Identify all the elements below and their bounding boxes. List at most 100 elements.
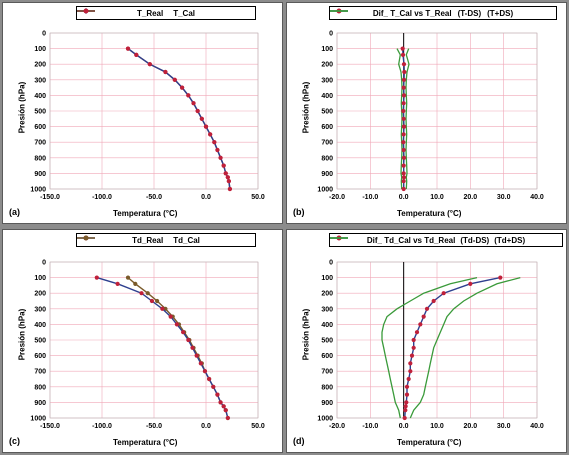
y-tick-label: 300 [321, 77, 333, 84]
data-point [186, 93, 191, 98]
x-tick-label: 20.0 [464, 194, 478, 201]
x-axis-label: Temperatura (°C) [113, 209, 178, 218]
data-point [406, 376, 411, 382]
y-tick-label: 900 [321, 400, 333, 407]
legend-item-t-plus-ds: (T+DS) [330, 8, 514, 18]
legend-label: T_Real [136, 8, 164, 18]
data-point [401, 186, 406, 192]
legend-swatch-band [330, 10, 348, 12]
legend-d: Dif_ Td_Cal vs Td_Real (Td-DS) (Td+DS) [329, 233, 563, 247]
x-axis-label: Temperatura (°C) [113, 438, 178, 447]
legend-swatch-cal [77, 235, 95, 241]
chart-panel-c: Td_Real Td_Cal -150.0 -100.0 -50.0 0.0 50.0 0… [2, 229, 283, 453]
series-line [396, 48, 403, 190]
x-tick-label: 0.0 [399, 194, 409, 201]
series-line [127, 48, 231, 190]
x-tick-label: -100.0 [92, 423, 112, 430]
data-point [402, 69, 407, 75]
x-tick-label: -150.0 [40, 423, 60, 430]
y-tick-label: 0 [329, 31, 333, 38]
legend-label: (T+DS) [487, 8, 514, 18]
y-tick-label: 500 [321, 338, 333, 345]
data-point [401, 93, 407, 98]
data-point [402, 415, 407, 421]
legend-label: Td_Cal [173, 235, 200, 245]
data-point [225, 175, 230, 180]
x-tick-label: 40.0 [530, 194, 544, 201]
data-point [408, 361, 413, 366]
data-point [401, 179, 406, 184]
data-point [404, 400, 409, 405]
data-point [411, 337, 416, 343]
data-point [125, 275, 131, 280]
data-point [401, 124, 407, 129]
data-point [225, 415, 230, 421]
legend-a: T_Real T_Cal [76, 6, 256, 20]
y-tick-label: 700 [34, 369, 46, 376]
data-point [149, 298, 155, 304]
data-point [400, 52, 406, 57]
data-point [212, 140, 217, 145]
data-point [190, 345, 195, 350]
chart-panel-b: Dif_ T_Cal vs T_Real (T-DS) (T+DS) -20.0… [286, 2, 567, 224]
y-tick-label: 500 [34, 109, 46, 116]
legend-item-td-plus-ds: (Td+DS) [330, 236, 525, 245]
series-line [404, 276, 501, 419]
y-tick-label: 400 [34, 93, 46, 100]
legend-item-t-cal: T_Cal [77, 8, 195, 18]
data-point [223, 171, 228, 176]
y-tick-label: 300 [34, 306, 46, 313]
y-tick-label: 400 [321, 93, 333, 100]
data-point [215, 392, 220, 397]
y-tick-label: 200 [34, 291, 46, 298]
x-tick-label: -100.0 [92, 194, 112, 201]
y-tick-label: 600 [321, 353, 333, 360]
y-tick-label: 800 [321, 384, 333, 391]
chart-plot-d: -20.0 -10.0 0.0 10.0 20.0 30.0 40.0 0 100 200 300 4… [317, 260, 543, 431]
data-point [401, 147, 406, 153]
data-point [211, 384, 216, 389]
legend-label: (Td-DS) [460, 235, 490, 245]
y-tick-label: 700 [321, 140, 333, 147]
x-tick-label: -10.0 [362, 423, 378, 430]
data-point [401, 77, 407, 82]
series-line [405, 48, 410, 190]
data-point [408, 369, 413, 374]
data-point [139, 291, 144, 296]
data-point [424, 306, 430, 311]
data-point [195, 108, 200, 114]
legend-label: Dif_ Td_Cal vs Td_Real [366, 235, 456, 245]
data-point [208, 132, 213, 137]
data-point [198, 361, 203, 366]
data-point [218, 400, 223, 405]
x-tick-label: 10.0 [430, 423, 444, 430]
y-axis-label: Presión (hPa) [17, 308, 27, 361]
y-axis-label: Presión (hPa) [301, 81, 311, 134]
data-point [147, 62, 152, 67]
data-point [215, 147, 220, 153]
data-point [414, 330, 420, 335]
x-axis-label: Temperatura (°C) [397, 209, 462, 218]
y-tick-label: 1000 [30, 187, 46, 194]
y-tick-label: 1000 [317, 416, 333, 423]
chart-panel-d: Dif_ Td_Cal vs Td_Real (Td-DS) (Td+DS) -… [286, 229, 567, 453]
y-tick-label: 0 [42, 31, 46, 38]
y-tick-label: 600 [321, 124, 333, 131]
data-point [181, 330, 186, 335]
y-tick-label: 300 [321, 306, 333, 313]
data-point [163, 69, 168, 75]
chart-panel-a: T_Real T_Cal -150.0 -100.0 -50.0 0.0 50.0 0 10… [2, 2, 283, 224]
data-point [168, 314, 173, 319]
chart-plot-c: -150.0 -100.0 -50.0 0.0 50.0 0 100 200 300 400 500… [30, 260, 264, 431]
x-tick-label: -10.0 [362, 194, 378, 201]
data-point [404, 392, 410, 397]
data-point [203, 124, 209, 129]
y-tick-label: 200 [34, 62, 46, 69]
legend-swatch-band [330, 237, 348, 239]
y-tick-label: 800 [34, 384, 46, 391]
data-point [115, 281, 120, 286]
y-tick-label: 0 [329, 260, 333, 267]
data-point [133, 281, 138, 286]
x-tick-label: 20.0 [464, 423, 478, 430]
x-tick-label: 30.0 [497, 194, 511, 201]
